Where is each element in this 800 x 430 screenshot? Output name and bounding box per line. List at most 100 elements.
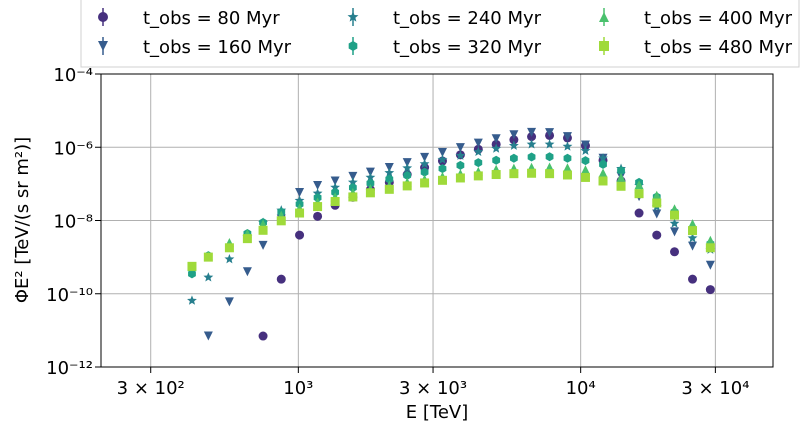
data-point [187,295,197,305]
x-axis-label: E [TeV] [406,402,468,423]
data-point [669,218,680,228]
data-point [384,167,395,178]
data-point [705,243,715,253]
data-point [455,143,465,153]
legend-marker [347,11,359,22]
data-point [188,269,196,279]
data-point [634,180,644,190]
data-point [508,140,519,150]
data-point [203,252,213,262]
data-point [313,181,323,191]
data-point [295,208,305,218]
data-point [258,331,268,341]
data-point [652,190,662,200]
data-point [491,143,502,153]
series-6 [187,168,715,271]
data-point [688,274,698,284]
data-point [527,127,537,137]
legend-item: t_obs = 400 Myr [599,8,793,29]
data-point [348,183,357,193]
data-point [705,260,715,270]
x-tick-label: 10³ [283,378,313,399]
data-point [224,243,234,253]
data-point [527,152,536,162]
legend-item: t_obs = 480 Myr [599,37,793,58]
data-point [295,188,305,198]
data-point [688,226,698,236]
data-point [420,167,429,177]
data-point [330,176,340,186]
data-point [616,172,626,182]
data-point [224,297,234,307]
data-point [688,241,698,251]
data-point [509,135,519,145]
data-point [580,172,590,182]
data-point [688,219,698,229]
data-point [224,253,235,264]
x-tick-label: 3 × 10³ [399,378,467,399]
data-point [563,153,572,163]
data-point [402,162,413,173]
data-point [187,261,197,271]
data-point [580,165,590,175]
data-point [509,169,519,179]
data-point [562,132,572,142]
y-tick-label: 10⁻⁴ [53,65,93,86]
data-point [456,160,465,170]
data-point [365,167,375,177]
data-point [545,152,554,162]
data-point [330,182,341,192]
data-point [509,130,519,140]
data-point [670,210,680,220]
data-point [652,209,662,219]
legend-label: t_obs = 240 Myr [393,8,542,29]
data-point [562,163,572,173]
data-point [634,208,644,218]
data-point [384,184,394,194]
legend-marker [348,41,358,51]
data-point [509,153,518,163]
data-point [330,197,340,207]
data-point [527,168,537,178]
data-point [705,285,715,295]
data-point [276,274,286,284]
x-tick-label: 3 × 10² [117,378,185,399]
data-point [545,169,555,179]
data-point [242,234,252,244]
data-point [348,192,358,202]
data-point [580,140,590,150]
legend-item: t_obs = 320 Myr [348,37,542,58]
data-point [403,170,412,180]
y-axis-label: ΦE² [TeV/(s sr m²)] [12,137,33,303]
data-point [313,211,323,221]
data-point [437,147,447,157]
legend-marker [98,41,108,51]
legend-marker [599,12,609,22]
data-point [670,227,680,237]
legend-label: t_obs = 80 Myr [143,8,280,29]
legend-marker [599,41,609,51]
data-point [331,187,340,197]
y-tick-label: 10⁻⁶ [53,138,93,159]
data-point [348,171,358,181]
data-point [419,158,430,169]
data-point [313,202,323,212]
data-point [491,134,501,144]
legend-label: t_obs = 480 Myr [644,37,793,58]
legend-marker [98,12,108,22]
plot-area: 3 × 10² 10³ 3 × 10³ 10⁴ 3 × 10⁴ 10⁻¹² 10⁻¹⁰ 10⁻… [46,65,774,399]
legend-label: t_obs = 320 Myr [393,37,542,58]
data-point [347,177,358,187]
y-tick-label: 10⁻⁸ [53,212,93,233]
data-point [617,166,625,176]
data-point [687,232,698,243]
data-point [203,272,214,282]
data-point [402,158,412,168]
data-point [473,138,483,148]
data-point [599,159,607,169]
data-point [545,128,555,138]
data-point [295,230,305,240]
legend-label: t_obs = 160 Myr [143,37,292,58]
legend-item: t_obs = 80 Myr [98,8,280,29]
data-point [652,230,662,240]
